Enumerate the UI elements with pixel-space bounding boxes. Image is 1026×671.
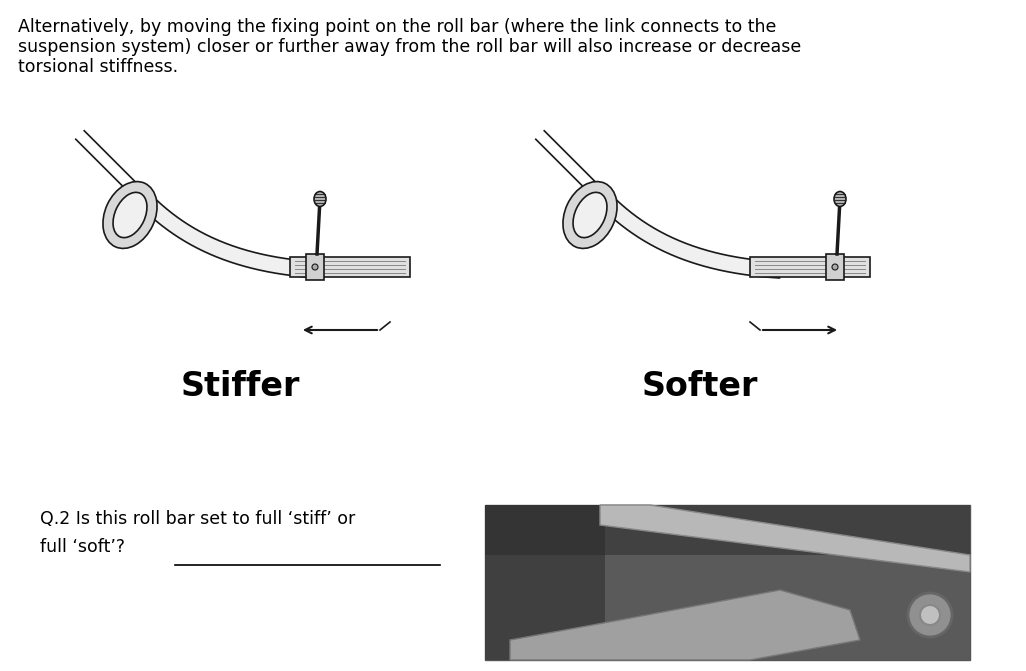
Bar (290, 257, 410, 277)
Circle shape (312, 264, 318, 270)
Bar (485, 505, 970, 660)
Bar (485, 505, 970, 555)
Text: torsional stiffness.: torsional stiffness. (18, 58, 179, 76)
Ellipse shape (563, 182, 617, 248)
Ellipse shape (103, 182, 157, 248)
Bar (485, 505, 970, 660)
Text: full ‘soft’?: full ‘soft’? (40, 538, 125, 556)
Ellipse shape (314, 191, 326, 207)
Ellipse shape (574, 193, 607, 238)
Text: Q.2 Is this roll bar set to full ‘stiff’ or: Q.2 Is this roll bar set to full ‘stiff’… (40, 510, 355, 528)
Ellipse shape (834, 191, 846, 207)
Polygon shape (600, 505, 970, 572)
Polygon shape (510, 590, 860, 660)
Text: Stiffer: Stiffer (181, 370, 300, 403)
Text: Alternatively, by moving the fixing point on the roll bar (where the link connec: Alternatively, by moving the fixing poin… (18, 18, 777, 36)
Bar (826, 254, 844, 280)
Circle shape (920, 605, 940, 625)
Text: suspension system) closer or further away from the roll bar will also increase o: suspension system) closer or further awa… (18, 38, 801, 56)
Polygon shape (140, 195, 320, 278)
Bar (485, 505, 605, 660)
Circle shape (908, 593, 952, 637)
Circle shape (832, 264, 838, 270)
Ellipse shape (113, 193, 147, 238)
Bar (306, 254, 324, 280)
Polygon shape (599, 195, 781, 278)
Bar (750, 257, 870, 277)
Text: Softer: Softer (642, 370, 758, 403)
